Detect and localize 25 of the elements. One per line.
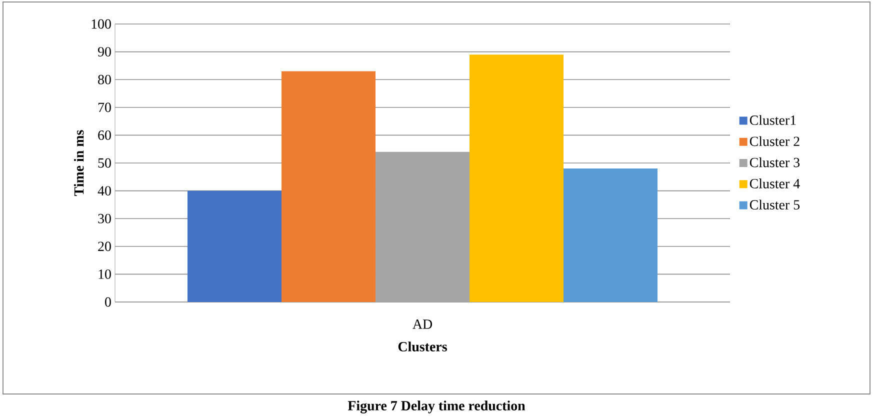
caption: Figure 7 Delay time reduction — [348, 400, 526, 414]
y-tick-label: 90 — [98, 47, 111, 57]
legend-label: Cluster 3 — [750, 157, 800, 168]
y-tick-label: 30 — [98, 214, 111, 224]
bar — [564, 168, 658, 302]
y-tick-label: 80 — [98, 74, 111, 84]
y-tick-label: 70 — [98, 102, 111, 112]
bar — [282, 71, 376, 302]
legend-label: Cluster 5 — [750, 200, 800, 210]
bar — [188, 190, 282, 302]
y-axis-title: Time in ms — [74, 130, 84, 196]
x-axis-title: Clusters — [398, 342, 447, 352]
y-tick-label: 0 — [105, 297, 111, 307]
x-tick-label: AD — [412, 320, 432, 329]
legend-label: Cluster1 — [750, 115, 796, 125]
y-tick-label: 100 — [92, 19, 111, 29]
y-tick-label: 20 — [98, 242, 111, 252]
bar — [470, 54, 564, 302]
y-tick-label: 60 — [98, 130, 111, 140]
y-tick-label: 10 — [98, 269, 111, 279]
y-tick-label: 50 — [98, 158, 111, 168]
legend-label: Cluster 4 — [750, 178, 800, 188]
bar — [376, 152, 470, 302]
legend-label: Cluster 2 — [750, 136, 800, 146]
y-tick-label: 40 — [98, 186, 111, 196]
